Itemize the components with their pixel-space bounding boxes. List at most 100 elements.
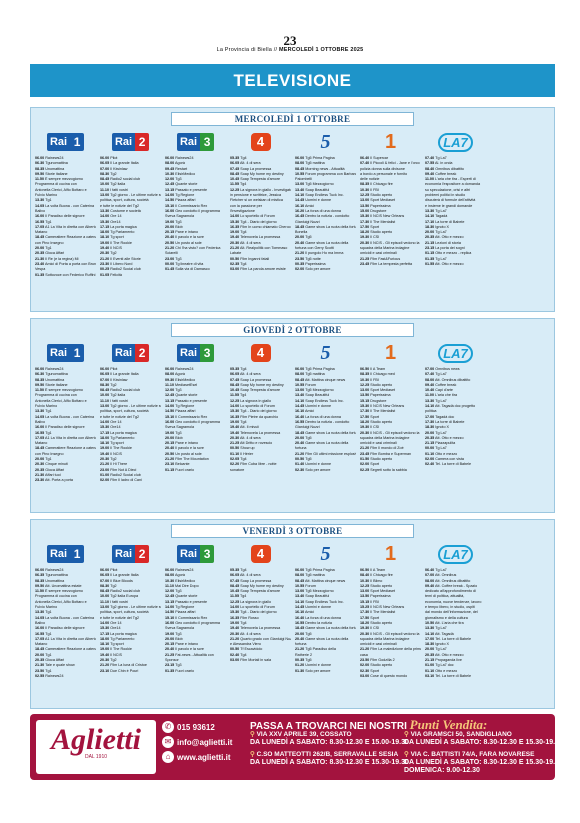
program-title: Tg4 [239, 367, 247, 371]
program-title: Lezioni di storia [434, 240, 461, 245]
rai1-logo: Rai 1 [46, 133, 85, 151]
program-title: Tg4 [239, 457, 247, 462]
program-title: Il Chicago med [369, 372, 395, 377]
program-row: 02.00 Camera con vista [425, 457, 486, 462]
program-title: con Pino Insegno [35, 240, 64, 245]
channel-column-la7: LA7 06.40 Tg La7 07.00 Att. Omnibus 08.00 A… [425, 542, 486, 679]
program-time: 09.40 [425, 382, 435, 387]
program-title: Il FBI [369, 377, 379, 382]
program-time: 21.20 [360, 446, 370, 451]
program-title: squadra della Marina indagine [360, 435, 410, 440]
program-row: 03.00 Film La parola amore esiste [230, 267, 291, 272]
program-title: Il NCIS New Orleans [369, 404, 405, 409]
program-time: 18.45 [35, 647, 45, 652]
program-title: Ore14 [109, 219, 121, 224]
program-row: 06.05 Il La grande Italia [100, 161, 161, 166]
program-row: 11.10 I fatti vostri [100, 188, 161, 193]
program-row: sonatore [230, 468, 291, 473]
program-title: Tg4 [239, 594, 247, 599]
program-row: 18.45 Game show La ruota della fortuna [295, 431, 356, 436]
program-title: La volta Buona - con Caterina [44, 414, 95, 419]
program-time: 13.00 [295, 589, 305, 594]
program-time: 21.20 [100, 663, 110, 668]
program-time: 20.30 [100, 658, 110, 663]
la7-logo: LA7 [438, 132, 473, 152]
program-title: Sveva Sagramola [165, 214, 195, 219]
program-row: 13.40 Soap Beautiful [295, 594, 356, 599]
program-row: 09.50 Storie italiane [35, 172, 96, 177]
program-title: Labate [230, 251, 242, 256]
program-row: 10.40 Capi d'arte [425, 388, 486, 393]
program-time: 21.20 [295, 451, 305, 456]
program-time: 10.45 [230, 589, 240, 594]
program-title: Il Paradiso delle signore [44, 425, 85, 430]
program-title: È sempre mezzogiorno [44, 177, 83, 182]
program-title: Il Kiwinlaw [109, 377, 128, 382]
program-row: 01.15 Fuori orario [165, 468, 226, 473]
program-time: 01.10 [230, 451, 240, 456]
program-time: 14.00 [230, 404, 240, 409]
program-time: 09.50 [35, 583, 45, 588]
channel-column-italia1: 1 06.40 Il Supercar 07.40 Il Piccoli & fel… [360, 130, 421, 278]
day-section: GIOVEDÌ 2 OTTOBRE Rai 1 06.00 Rainews24 06.3… [30, 318, 555, 513]
program-time: 02.05 [230, 457, 240, 462]
program-title: Tg1 [44, 430, 52, 435]
program-title: Film Il mondo di Zoé [369, 446, 404, 451]
program-row: 19.40 Telenovela La promessa [230, 431, 291, 436]
program-title: Morning news - Attualità [304, 166, 345, 171]
program-title: Tg Regione [174, 404, 195, 409]
program-time: 21.30 [35, 256, 45, 261]
program-row: 07.45 Soap La promessa [230, 167, 291, 172]
rai-word: Rai [176, 344, 201, 362]
program-title: Solo per amore [304, 467, 331, 472]
program-row: 09.50 Storie italiane [35, 383, 96, 388]
program-row: 21.20 Il Eventi alle Storie [100, 257, 161, 262]
program-row: 20.30 Alt. 4 di sera [230, 632, 291, 637]
program-title: Tg Regione [174, 605, 195, 610]
program-time: 19.00 [165, 631, 175, 636]
program-time: 23.50 [295, 256, 305, 261]
program-time: 02.00 [100, 478, 110, 483]
program-row: 13.30 Tg1 [35, 198, 96, 203]
program-row: 08.00 Agorà [165, 372, 226, 377]
program-title: Tg4 [239, 393, 247, 398]
program-time: 16.10 [295, 610, 305, 615]
program-row: 20.50 Un posto al sole [165, 241, 226, 246]
program-time: 15.30 [230, 409, 240, 414]
program-time: 07.00 [100, 377, 110, 382]
program-title: in pensione e scrittrice, Jessica [230, 193, 282, 198]
program-time: 11.55 [230, 594, 240, 599]
program-title: Tg2 giorno - Le ultime notizie su [109, 605, 161, 610]
program-title: È sempre mezzogiorno [44, 589, 83, 594]
program-title: temi di politica, attualità, [425, 594, 465, 599]
program-title: Tg3 [174, 430, 182, 435]
program-row: 00.50 Film Inganni fatali [230, 257, 291, 262]
program-title: Il NCIS New Orleans [369, 605, 405, 610]
program-row: 08.45 Soap My home my destiny [230, 584, 291, 589]
program-time: 01.35 [425, 256, 435, 261]
program-title: Passato e presente [174, 187, 208, 192]
program-title: Il La grande Italia [109, 573, 139, 578]
program-time: 21.20 [295, 251, 305, 256]
program-time: 10.55 [295, 171, 305, 176]
program-row: 20.40 Game show La ruota della [295, 441, 356, 446]
rai-number: 2 [135, 133, 150, 151]
program-row: 11.00 L'aria che tira [425, 393, 486, 398]
program-time: 00.50 [295, 457, 305, 462]
italia1-logo: 1 [384, 543, 397, 565]
program-title: Geo condotto il programma [174, 620, 220, 625]
program-title: Soap My home my destiny [239, 382, 284, 387]
program-row: 20.00 Tg1 [35, 246, 96, 251]
program-time: 18.30 [425, 425, 435, 430]
store-address-text: C.SO MATTEOTTI 262/B, SERRAVALLE SESIA [256, 751, 399, 758]
program-title: Tg lineatre di vita [174, 261, 204, 266]
program-time: 23.45 [360, 451, 370, 456]
program-row: 15.10 Il Commissario Rex [165, 616, 226, 621]
program-row: 13.00 Tg2 giorno - Le ultime notizie su [100, 404, 161, 409]
program-title: Matano [35, 642, 48, 647]
program-row: 17.50 Sport [360, 225, 421, 230]
program-row: 07.40 Tg La7 [425, 156, 486, 161]
program-row: 15.30 Il NCIS New Orleans [360, 214, 421, 219]
rai-word: Rai [46, 545, 71, 563]
program-row: 20.30 Tg2 [100, 251, 161, 256]
